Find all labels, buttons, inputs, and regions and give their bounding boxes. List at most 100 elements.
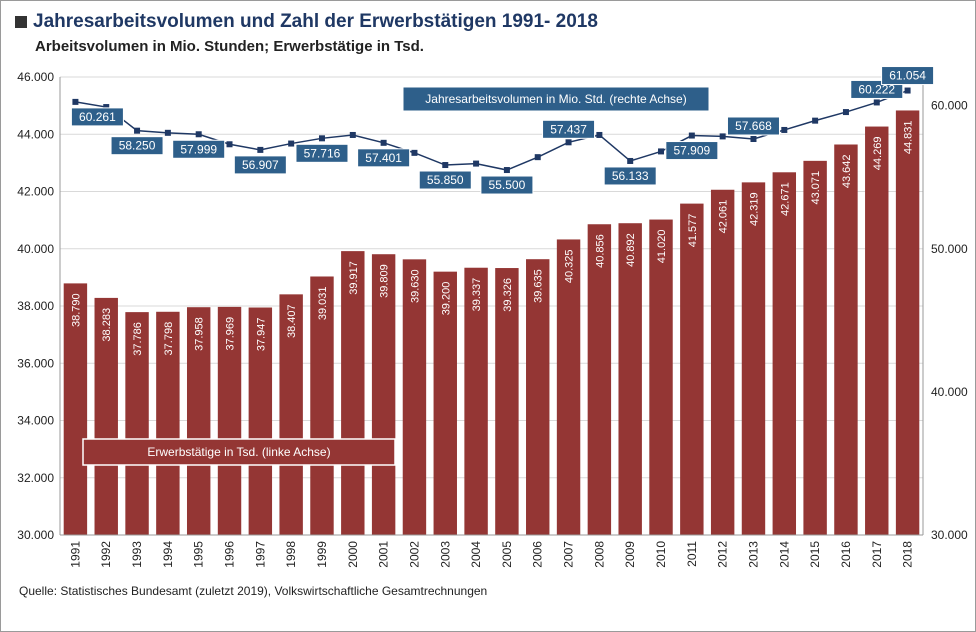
line-data-label: 57.668 bbox=[735, 119, 772, 133]
bar bbox=[94, 297, 118, 535]
left-tick-label: 44.000 bbox=[17, 127, 54, 141]
bar-data-label: 43.071 bbox=[810, 171, 822, 205]
line-marker bbox=[411, 149, 418, 156]
bar bbox=[402, 259, 427, 535]
bar bbox=[772, 172, 797, 536]
x-tick-label: 2003 bbox=[438, 541, 452, 568]
line-marker bbox=[473, 160, 480, 167]
bar-data-label: 39.630 bbox=[409, 269, 421, 303]
bar-data-label: 41.020 bbox=[656, 230, 668, 264]
bar-data-label: 44.269 bbox=[872, 137, 884, 171]
x-tick-label: 2016 bbox=[839, 541, 853, 568]
x-tick-label: 1999 bbox=[315, 541, 329, 568]
x-tick-label: 2006 bbox=[531, 541, 545, 568]
line-data-label: 57.999 bbox=[180, 142, 217, 156]
x-tick-label: 2008 bbox=[592, 541, 606, 568]
bar bbox=[741, 182, 766, 535]
line-data-label: 57.437 bbox=[550, 122, 587, 136]
bar-data-label: 37.947 bbox=[255, 318, 267, 352]
bar-data-label: 44.831 bbox=[903, 120, 915, 154]
line-series-name-box bbox=[402, 86, 710, 112]
line-data-label: 57.716 bbox=[304, 146, 341, 160]
x-tick-label: 1996 bbox=[223, 541, 237, 568]
line-label-box bbox=[357, 148, 411, 168]
bar-data-label: 43.642 bbox=[841, 154, 853, 188]
bar bbox=[310, 276, 334, 535]
bar-data-label: 39.031 bbox=[317, 286, 329, 320]
bar bbox=[834, 144, 858, 536]
left-tick-label: 34.000 bbox=[17, 414, 54, 428]
line-label-box bbox=[70, 107, 124, 127]
bar bbox=[217, 306, 242, 535]
x-tick-label: 1997 bbox=[253, 541, 267, 568]
line-marker bbox=[164, 129, 171, 136]
x-tick-label: 2009 bbox=[623, 541, 637, 568]
line-marker bbox=[72, 98, 79, 105]
line-marker bbox=[781, 126, 788, 133]
line-marker bbox=[873, 99, 880, 106]
line-data-label: 58.250 bbox=[119, 139, 156, 153]
line-data-label: 60.261 bbox=[79, 110, 116, 124]
bar-data-label: 39.326 bbox=[502, 278, 514, 312]
line-data-label: 55.500 bbox=[489, 178, 526, 192]
line-marker bbox=[226, 141, 233, 148]
line-data-label: 60.222 bbox=[858, 82, 895, 96]
x-tick-label: 2011 bbox=[685, 541, 699, 567]
bar bbox=[680, 203, 704, 535]
series-labels: Jahresarbeitsvolumen in Mio. Std. (recht… bbox=[82, 86, 710, 466]
line-marker bbox=[503, 167, 510, 174]
line-label-box bbox=[726, 116, 780, 136]
bar-data-label: 37.958 bbox=[194, 317, 206, 351]
line-marker bbox=[257, 146, 264, 153]
right-tick-label: 50.000 bbox=[931, 242, 968, 256]
bar-data-label: 37.969 bbox=[225, 317, 237, 351]
bar-data-label: 42.061 bbox=[718, 200, 730, 234]
left-tick-label: 30.000 bbox=[17, 528, 54, 542]
line-marker bbox=[103, 104, 110, 111]
line-marker bbox=[812, 117, 819, 124]
bar bbox=[156, 311, 180, 535]
left-tick-label: 40.000 bbox=[17, 242, 54, 256]
x-tick-label: 2007 bbox=[562, 541, 576, 568]
bar bbox=[63, 283, 88, 535]
bar-data-label: 39.635 bbox=[533, 269, 545, 303]
bar-data-label: 38.283 bbox=[101, 308, 113, 342]
x-tick-label: 1998 bbox=[284, 541, 298, 568]
chart-subtitle: Arbeitsvolumen in Mio. Stunden; Erwerbst… bbox=[35, 38, 424, 55]
line-label-box bbox=[172, 139, 226, 159]
line-marker bbox=[658, 148, 665, 155]
bar-data-label: 37.786 bbox=[132, 322, 144, 356]
line-label-box bbox=[295, 143, 349, 163]
line-label-box bbox=[603, 166, 657, 186]
line-marker bbox=[349, 131, 356, 138]
line-marker bbox=[134, 127, 141, 134]
line-marker bbox=[627, 157, 634, 164]
bar-data-label: 38.790 bbox=[70, 293, 82, 327]
bar-data-label: 40.325 bbox=[564, 249, 576, 283]
line-marker bbox=[318, 135, 325, 142]
bar bbox=[649, 219, 673, 536]
bar bbox=[279, 294, 303, 535]
bar bbox=[186, 307, 211, 535]
line-label-box bbox=[110, 136, 164, 156]
x-tick-label: 1995 bbox=[192, 541, 206, 568]
left-tick-label: 36.000 bbox=[17, 356, 54, 370]
x-tick-label: 1993 bbox=[130, 541, 144, 568]
x-tick-label: 2004 bbox=[469, 541, 483, 568]
bar bbox=[710, 189, 735, 535]
x-tick-label: 1991 bbox=[68, 541, 82, 568]
line-marker bbox=[380, 139, 387, 146]
x-tick-label: 2014 bbox=[777, 541, 791, 568]
line-data-label: 61.054 bbox=[889, 69, 926, 83]
line-marker bbox=[288, 140, 295, 147]
right-tick-label: 30.000 bbox=[931, 528, 968, 542]
left-tick-label: 46.000 bbox=[17, 70, 54, 84]
x-tick-label: 2001 bbox=[377, 541, 391, 568]
line-label-box bbox=[233, 155, 287, 175]
line-label-box bbox=[665, 141, 719, 161]
title-row: Jahresarbeitsvolumen und Zahl der Erwerb… bbox=[15, 11, 598, 33]
line-label-box bbox=[480, 175, 534, 195]
bar-series-name: Erwerbstätige in Tsd. (linke Achse) bbox=[147, 445, 330, 459]
line-marker bbox=[534, 154, 541, 161]
